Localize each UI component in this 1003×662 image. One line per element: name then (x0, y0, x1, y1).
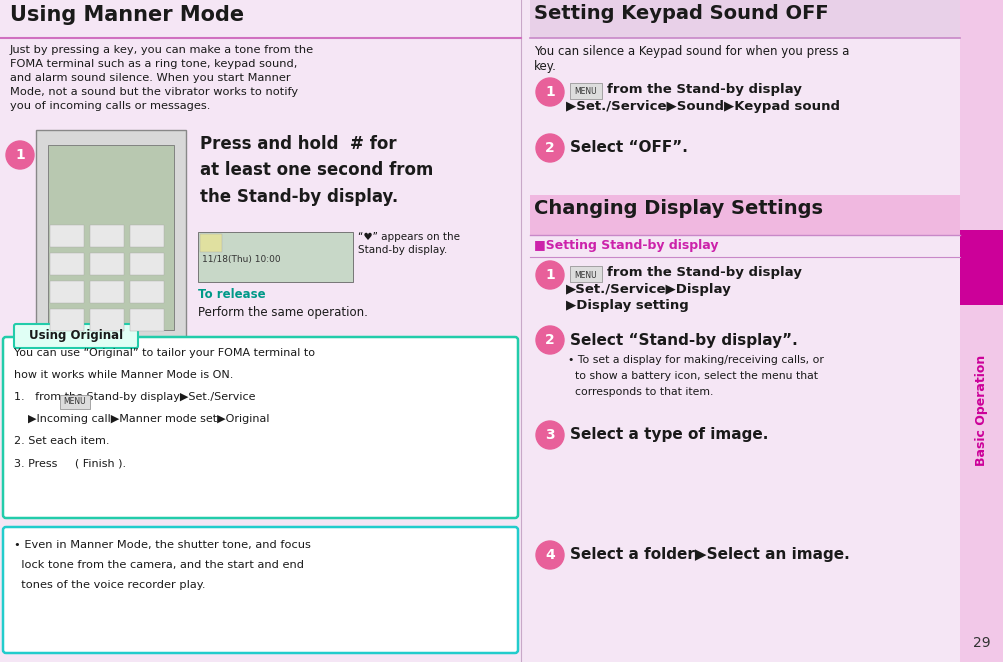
Text: Setting Keypad Sound OFF: Setting Keypad Sound OFF (534, 4, 827, 23)
Text: “♥” appears on the
Stand-by display.: “♥” appears on the Stand-by display. (358, 232, 459, 255)
Text: 1: 1 (15, 148, 25, 162)
Text: Select “OFF”.: Select “OFF”. (570, 140, 687, 156)
Text: lock tone from the camera, and the start and end: lock tone from the camera, and the start… (14, 560, 304, 570)
Text: You can use “Original” to tailor your FOMA terminal to: You can use “Original” to tailor your FO… (14, 348, 315, 358)
Bar (90, 253, 124, 275)
Bar (129, 225, 163, 247)
Bar (90, 309, 124, 331)
Text: Select a folder▶Select an image.: Select a folder▶Select an image. (570, 547, 849, 563)
Text: corresponds to that item.: corresponds to that item. (568, 387, 713, 397)
Text: from the Stand-by display: from the Stand-by display (607, 83, 801, 96)
Text: Basic Operation: Basic Operation (975, 355, 988, 466)
Bar (198, 232, 353, 282)
Text: ■Setting Stand-by display: ■Setting Stand-by display (534, 239, 718, 252)
Text: • Even in Manner Mode, the shutter tone, and focus: • Even in Manner Mode, the shutter tone,… (14, 540, 311, 550)
Circle shape (536, 541, 564, 569)
Text: 11/18(Thu) 10:00: 11/18(Thu) 10:00 (202, 255, 281, 264)
Text: ▶Incoming call▶Manner mode set▶Original: ▶Incoming call▶Manner mode set▶Original (14, 414, 269, 424)
Text: 3. Press     ( Finish ).: 3. Press ( Finish ). (14, 458, 126, 468)
Bar (48, 145, 174, 330)
Text: 1: 1 (545, 85, 555, 99)
Bar (50, 253, 84, 275)
Text: from the Stand-by display: from the Stand-by display (607, 266, 801, 279)
Text: MENU: MENU (574, 271, 597, 279)
Text: ▶Set./Service▶Display: ▶Set./Service▶Display (566, 283, 731, 296)
Text: 1.   from the Stand-by display▶Set./Service: 1. from the Stand-by display▶Set./Servic… (14, 392, 255, 402)
Text: 2: 2 (545, 333, 555, 347)
Bar (570, 266, 602, 282)
Circle shape (536, 134, 564, 162)
Bar (60, 395, 90, 409)
Circle shape (536, 326, 564, 354)
Text: Using Manner Mode: Using Manner Mode (10, 5, 244, 25)
Bar (530, 195, 959, 235)
Text: 4: 4 (545, 548, 555, 562)
Bar (959, 0, 1003, 662)
Bar (90, 225, 124, 247)
Text: to show a battery icon, select the menu that: to show a battery icon, select the menu … (568, 371, 817, 381)
Bar (129, 281, 163, 303)
Bar (129, 253, 163, 275)
FancyBboxPatch shape (14, 324, 137, 348)
Text: You can silence a Keypad sound for when you press a: You can silence a Keypad sound for when … (534, 45, 849, 58)
FancyBboxPatch shape (3, 337, 518, 518)
FancyBboxPatch shape (3, 527, 518, 653)
Text: tones of the voice recorder play.: tones of the voice recorder play. (14, 580, 206, 590)
Text: 2. Set each item.: 2. Set each item. (14, 436, 109, 446)
Bar (50, 281, 84, 303)
Circle shape (536, 78, 564, 106)
Text: ▶Set./Service▶Sound▶Keypad sound: ▶Set./Service▶Sound▶Keypad sound (566, 100, 840, 113)
Text: Perform the same operation.: Perform the same operation. (198, 306, 367, 319)
Bar (129, 309, 163, 331)
Text: FOMA terminal such as a ring tone, keypad sound,: FOMA terminal such as a ring tone, keypa… (10, 59, 297, 69)
Text: Select “Stand-by display”.: Select “Stand-by display”. (570, 332, 797, 348)
Circle shape (536, 261, 564, 289)
Text: MENU: MENU (574, 87, 597, 97)
Text: Select a type of image.: Select a type of image. (570, 428, 767, 442)
Circle shape (6, 141, 34, 169)
Text: ▶Display setting: ▶Display setting (566, 299, 688, 312)
Bar (570, 83, 602, 99)
Text: 3: 3 (545, 428, 555, 442)
Text: and alarm sound silence. When you start Manner: and alarm sound silence. When you start … (10, 73, 290, 83)
Text: To release: To release (198, 288, 266, 301)
Circle shape (536, 421, 564, 449)
Text: Mode, not a sound but the vibrator works to notify: Mode, not a sound but the vibrator works… (10, 87, 298, 97)
Bar (50, 225, 84, 247)
Text: you of incoming calls or messages.: you of incoming calls or messages. (10, 101, 211, 111)
Text: Press and hold  # for
at least one second from
the Stand-by display.: Press and hold # for at least one second… (200, 135, 433, 206)
Bar (959, 230, 1003, 305)
Text: MENU: MENU (63, 397, 86, 406)
Text: 29: 29 (972, 636, 990, 650)
Bar (36, 130, 186, 345)
Bar (200, 234, 222, 252)
Bar (0, 0, 521, 38)
Bar (50, 309, 84, 331)
Text: how it works while Manner Mode is ON.: how it works while Manner Mode is ON. (14, 370, 233, 380)
Text: 1: 1 (545, 268, 555, 282)
Text: Just by pressing a key, you can make a tone from the: Just by pressing a key, you can make a t… (10, 45, 314, 55)
Text: Changing Display Settings: Changing Display Settings (534, 199, 822, 218)
Text: 2: 2 (545, 141, 555, 155)
Text: key.: key. (534, 60, 557, 73)
Text: • To set a display for making/receiving calls, or: • To set a display for making/receiving … (568, 355, 823, 365)
Bar (90, 281, 124, 303)
Text: Using Original: Using Original (29, 330, 123, 342)
Bar (530, 0, 959, 38)
